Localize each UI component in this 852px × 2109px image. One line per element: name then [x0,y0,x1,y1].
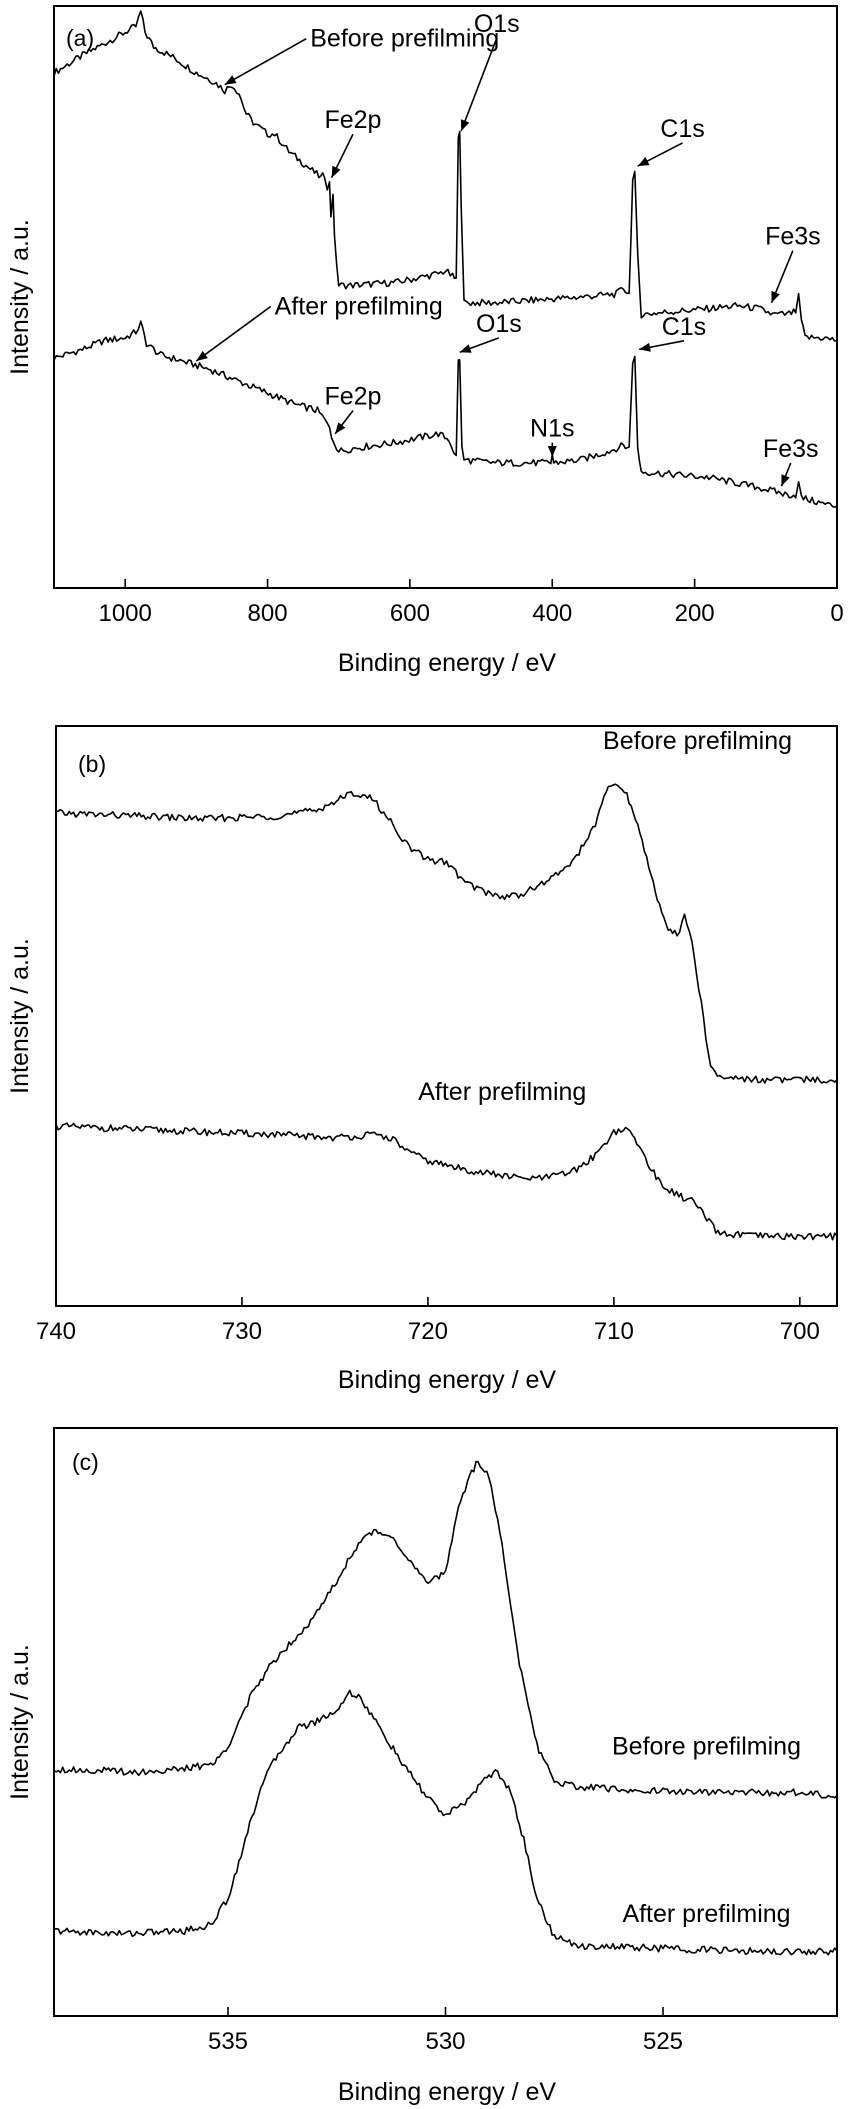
plot-frame [53,5,838,589]
series-line-after [55,1122,838,1241]
annotations-group: Before prefilming Fe2p O1s C1s Fe3s After pre… [195,10,821,487]
annotations-group: Before prefilming After prefilming [418,727,792,1106]
x-tick-label: 700 [780,1318,820,1345]
x-tick-label: 710 [594,1318,634,1345]
y-axis-label: Intensity / a.u. [6,1644,34,1800]
annotation-label: After prefilming [418,1078,586,1106]
annotation-label: Fe3s [763,435,819,463]
x-tick-label: 1000 [98,600,151,627]
annotation-label: Fe3s [765,223,821,251]
series-group [53,10,838,508]
x-axis-ticks: 1000 800 600 400 200 0 [98,579,844,627]
panel-label: (c) [72,1449,99,1475]
annotation-arrowhead [639,342,651,352]
annotation-label: After prefilming [622,1900,790,1928]
annotation-arrowhead [331,165,341,178]
series-line-after [53,320,838,508]
plot-frame [55,725,838,1307]
annotation-arrowhead [781,474,790,487]
y-axis-label: Intensity / a.u. [6,938,34,1094]
annotation-label: O1s [474,10,520,38]
annotation-arrowhead [459,344,472,353]
series-line-after [53,1689,838,1956]
annotation-label: Before prefilming [612,1732,801,1760]
x-axis-ticks: 535 530 525 [208,2007,683,2055]
series-line-before [53,1460,838,1799]
annotation-label: O1s [476,310,522,338]
annotation-arrowhead [460,119,470,132]
x-tick-label: 400 [532,600,572,627]
annotation-label: C1s [662,313,706,341]
annotation-label: Fe2p [324,383,381,411]
panel-label: (b) [78,751,106,777]
series-group [55,783,838,1241]
annotation-label: C1s [660,115,704,143]
x-axis-label: Binding energy / eV [338,2078,557,2106]
x-tick-label: 525 [643,2028,683,2055]
x-axis-label: Binding energy / eV [338,649,557,677]
annotation-arrow [460,37,498,132]
annotation-arrowhead [196,350,208,361]
panel-b: (b) Binding energy / eV Intensity / a.u.… [6,725,838,1394]
x-tick-label: 800 [248,600,288,627]
x-tick-label: 535 [208,2028,248,2055]
series-line-before [55,783,838,1084]
annotation-label: Before prefilming [603,727,792,755]
x-tick-label: 0 [830,600,843,627]
annotation-arrowhead [335,422,346,434]
annotation-arrow [195,305,272,362]
series-line-before [53,10,838,342]
panel-c: (c) Binding energy / eV Intensity / a.u.… [6,1427,838,2106]
y-axis-label: Intensity / a.u. [6,219,34,375]
x-axis-ticks: 740 730 720 710 700 [36,1297,820,1345]
x-tick-label: 730 [222,1318,262,1345]
x-tick-label: 720 [408,1318,448,1345]
annotation-arrowhead [224,75,237,85]
x-axis-label: Binding energy / eV [338,1366,557,1394]
annotation-arrowhead [637,157,650,167]
x-tick-label: 200 [675,600,715,627]
annotation-label: After prefilming [275,292,443,320]
annotation-arrowhead [771,290,780,303]
annotation-label: Before prefilming [310,25,499,53]
x-tick-label: 740 [36,1318,76,1345]
panel-label: (a) [66,25,94,51]
series-group [53,1460,838,1956]
annotation-arrowhead [547,446,557,457]
x-tick-label: 530 [425,2028,465,2055]
annotation-arrow [224,38,307,86]
annotations-group: Before prefilming After prefilming [612,1732,801,1928]
panel-a: (a) Binding energy / eV Intensity / a.u.… [6,5,844,677]
x-tick-label: 600 [390,600,430,627]
annotation-label: Fe2p [324,106,381,134]
annotation-label: N1s [530,415,574,443]
